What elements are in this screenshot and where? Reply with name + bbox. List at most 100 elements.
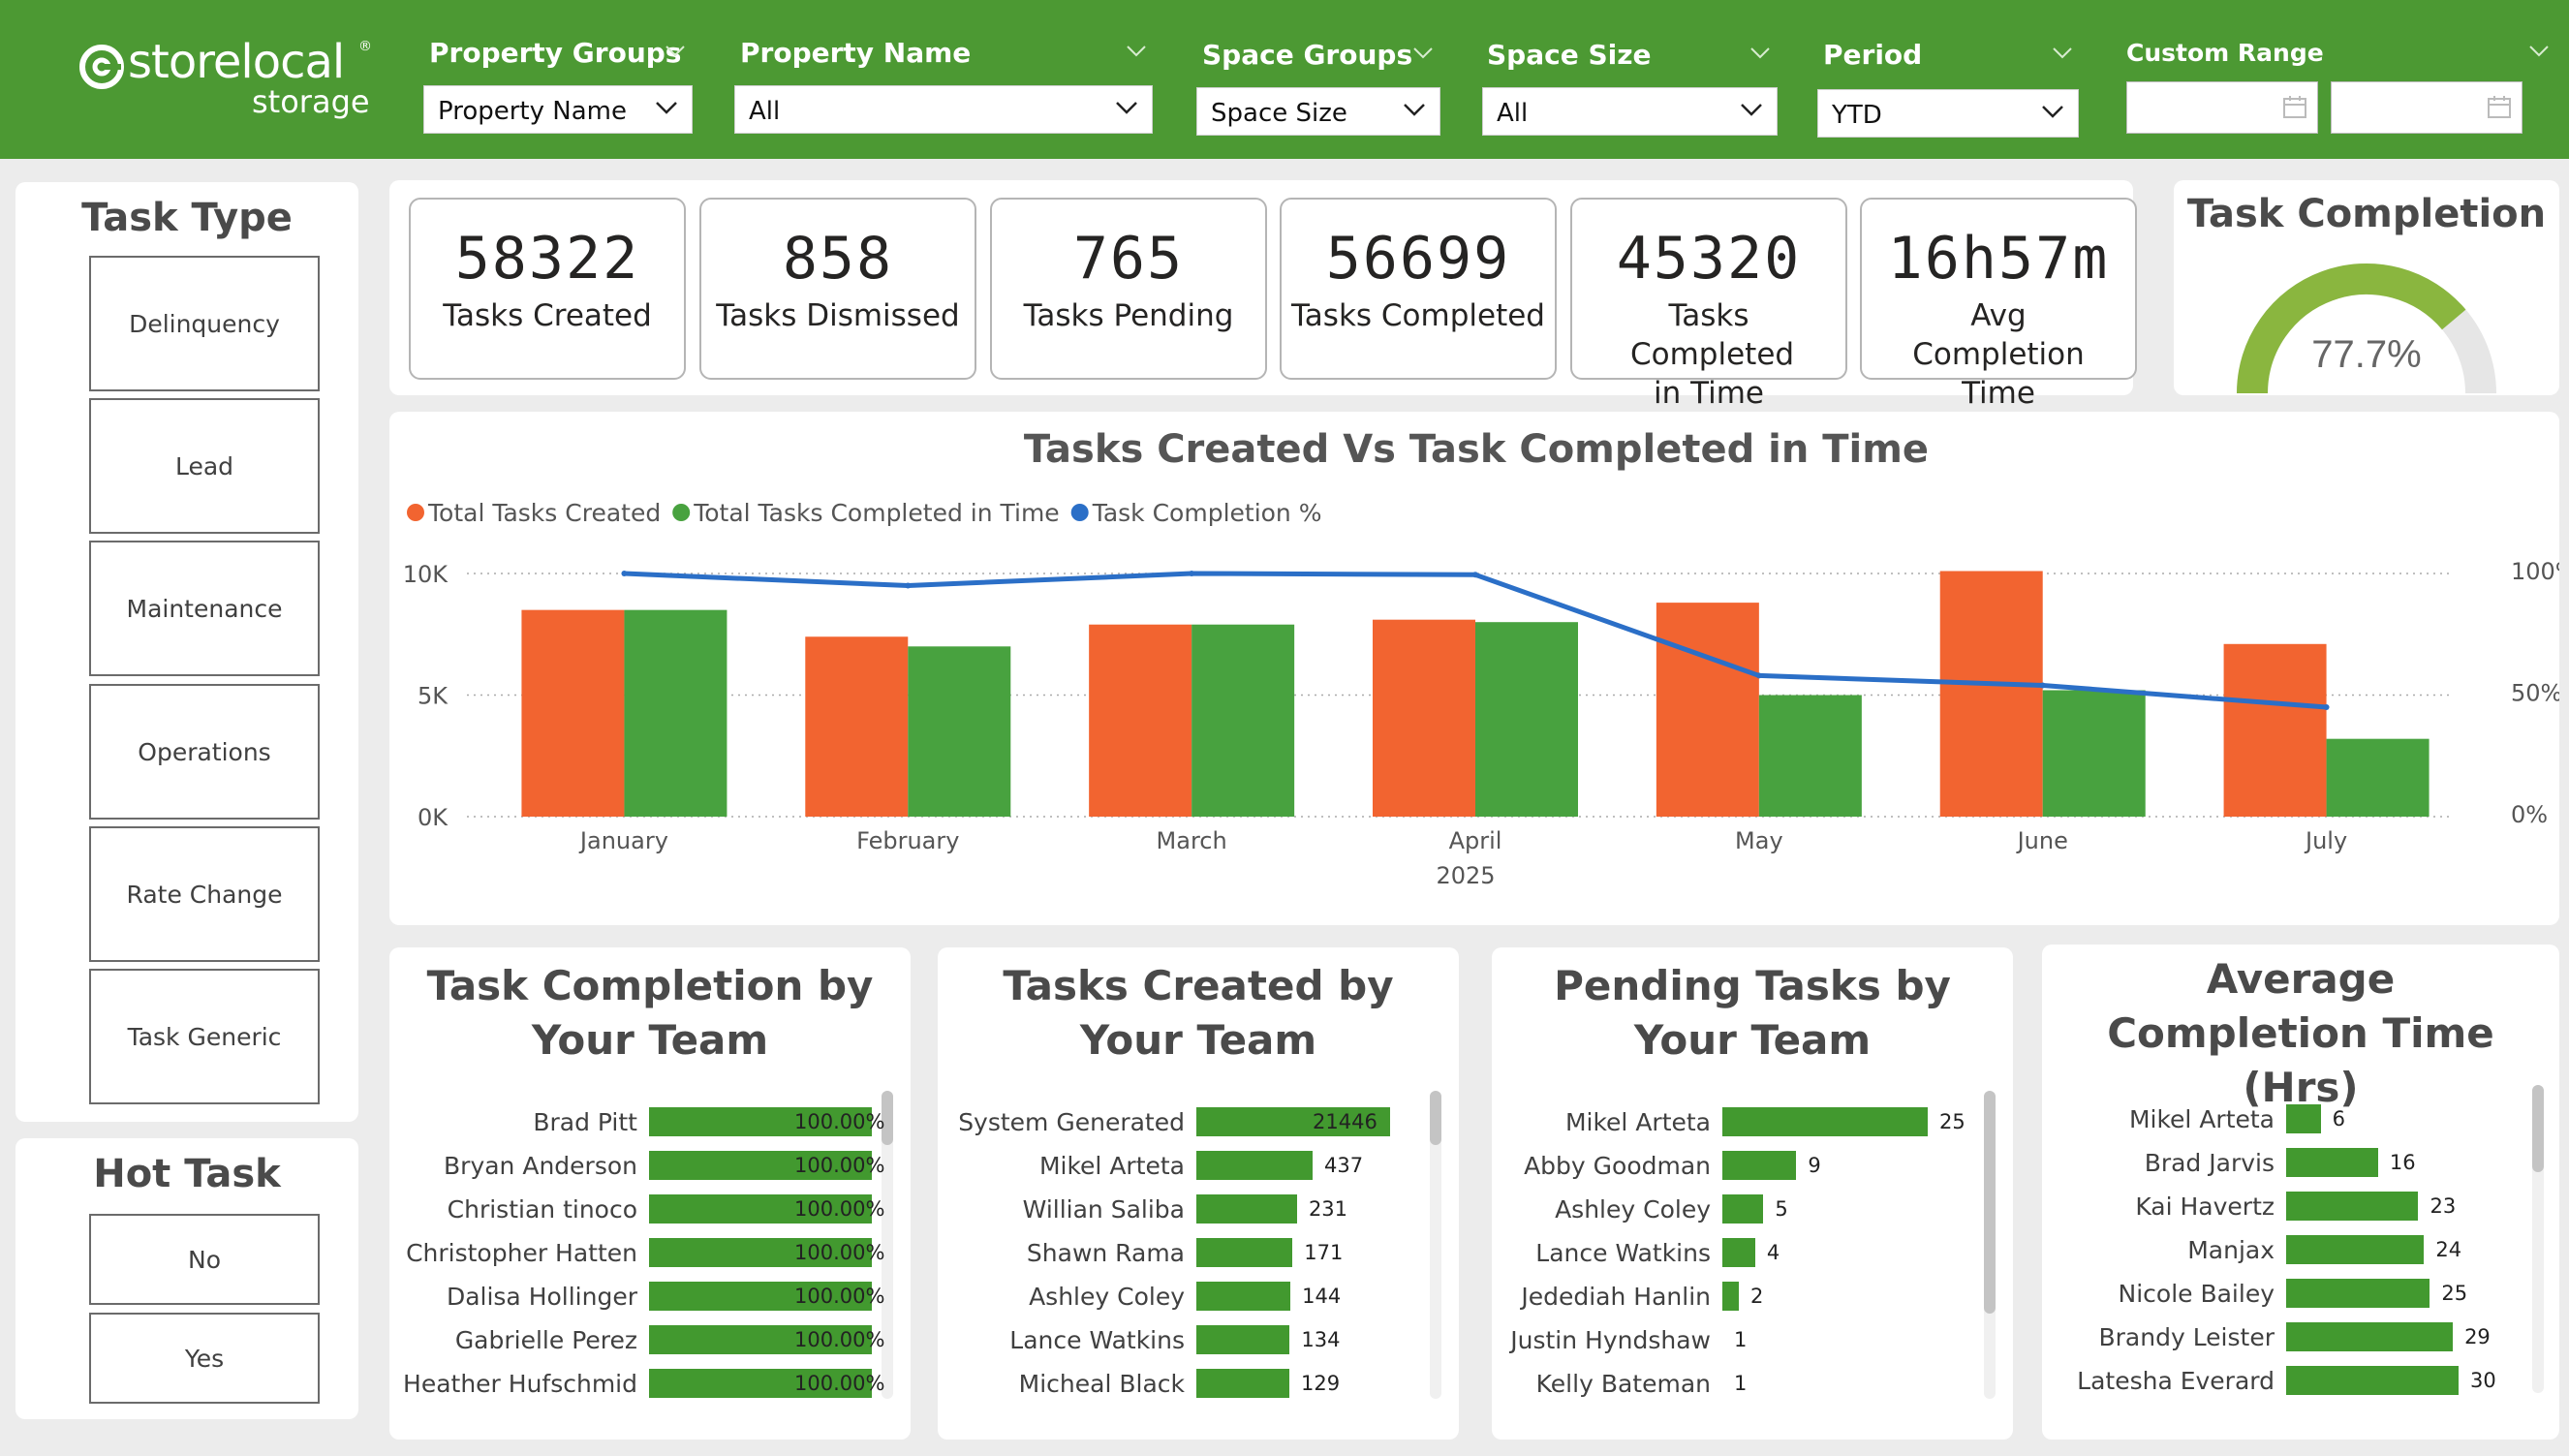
team-row-value: 100.00% bbox=[794, 1154, 885, 1177]
team-row-bar[interactable] bbox=[649, 1282, 872, 1311]
team-row-bar[interactable] bbox=[649, 1107, 872, 1136]
filter-space-size-value: All bbox=[1497, 99, 1529, 128]
chevron-down-icon[interactable] bbox=[1412, 46, 1434, 60]
task-type-lead[interactable]: Lead bbox=[89, 398, 320, 534]
scrollbar-thumb[interactable] bbox=[1430, 1091, 1441, 1145]
chevron-down-icon bbox=[2042, 106, 2063, 118]
task-completion-gauge-card: Task Completion 77.7% bbox=[2174, 180, 2559, 395]
team-row-value: 144 bbox=[1302, 1285, 1342, 1308]
x-tick-label: February bbox=[856, 827, 959, 854]
kpi-tasks-pending: 765 Tasks Pending bbox=[990, 198, 1267, 380]
team-row-bar[interactable] bbox=[2286, 1235, 2425, 1264]
chevron-down-icon[interactable] bbox=[665, 45, 686, 58]
task-type-title: Task Type bbox=[81, 196, 293, 240]
filter-period-value: YTD bbox=[1832, 101, 1882, 130]
team-row-value: 29 bbox=[2464, 1325, 2491, 1348]
filter-space-size-label: Space Size bbox=[1487, 39, 1652, 71]
brand-subname: storage bbox=[252, 83, 370, 120]
task-type-rate-change[interactable]: Rate Change bbox=[89, 826, 320, 962]
team-row-value: 100.00% bbox=[794, 1241, 885, 1264]
filter-header-bar: storelocal ® storage Property Groups Pro… bbox=[0, 0, 2569, 159]
team-completion-scrollbar[interactable] bbox=[882, 1091, 893, 1399]
kpi-label: Avg Completion Time bbox=[1912, 298, 2085, 411]
team-row-bar[interactable] bbox=[1196, 1282, 1291, 1311]
team-row-bar[interactable] bbox=[1722, 1238, 1755, 1267]
team-row-bar[interactable] bbox=[1196, 1325, 1290, 1354]
line-point bbox=[621, 571, 628, 576]
task-type-delinquency[interactable]: Delinquency bbox=[89, 256, 320, 391]
team-avg-time-scrollbar[interactable] bbox=[2532, 1085, 2544, 1393]
y-left-tick-label: 0K bbox=[418, 804, 449, 831]
chevron-down-icon[interactable] bbox=[1126, 45, 1147, 58]
team-row-value: 100.00% bbox=[794, 1110, 885, 1133]
task-type-operations[interactable]: Operations bbox=[89, 684, 320, 820]
calendar-icon[interactable] bbox=[2487, 95, 2512, 120]
team-row-name: Lance Watkins bbox=[1535, 1239, 1711, 1267]
custom-range-start-input[interactable] bbox=[2126, 81, 2318, 134]
gauge-value: 77.7% bbox=[2311, 333, 2422, 376]
calendar-icon[interactable] bbox=[2282, 95, 2307, 120]
task-type-task-generic[interactable]: Task Generic bbox=[89, 969, 320, 1104]
team-row-bar[interactable] bbox=[1196, 1194, 1297, 1224]
team-row-bar[interactable] bbox=[1722, 1282, 1739, 1311]
team-avg-time-title: Average Completion Time (Hrs) bbox=[2107, 955, 2494, 1111]
kpi-avg-completion-time: 16h57m Avg Completion Time bbox=[1860, 198, 2137, 411]
team-row-bar[interactable] bbox=[1722, 1194, 1764, 1224]
scrollbar-thumb[interactable] bbox=[882, 1091, 893, 1145]
filter-period-select[interactable]: YTD bbox=[1817, 89, 2079, 138]
chart-line bbox=[621, 571, 2330, 711]
y-left-tick-label: 5K bbox=[418, 683, 449, 710]
filter-property-name-select[interactable]: All bbox=[734, 85, 1153, 134]
filter-property-groups-select[interactable]: Property Name bbox=[423, 85, 693, 134]
task-type-maintenance[interactable]: Maintenance bbox=[89, 541, 320, 676]
team-row-name: Mikel Arteta bbox=[1038, 1152, 1185, 1180]
x-tick-label: May bbox=[1735, 827, 1783, 854]
kpi-tasks-dismissed: 858 Tasks Dismissed bbox=[699, 198, 976, 380]
team-row-bar[interactable] bbox=[649, 1325, 872, 1354]
bar-tasks-completed-in-time bbox=[2326, 738, 2430, 817]
team-row-bar[interactable] bbox=[2286, 1366, 2459, 1395]
custom-range-end-input[interactable] bbox=[2331, 81, 2523, 134]
team-row-bar[interactable] bbox=[1196, 1238, 1293, 1267]
kpi-value: 56699 bbox=[1325, 225, 1511, 293]
bar-tasks-created bbox=[2223, 643, 2327, 817]
kpi-tasks-created: 58322 Tasks Created bbox=[409, 198, 686, 380]
filter-space-groups-select[interactable]: Space Size bbox=[1196, 87, 1440, 136]
filter-space-size-select[interactable]: All bbox=[1482, 87, 1778, 136]
hot-task-yes[interactable]: Yes bbox=[89, 1313, 320, 1404]
team-row-bar[interactable] bbox=[1196, 1369, 1289, 1398]
scrollbar-thumb[interactable] bbox=[2532, 1085, 2544, 1172]
team-created-scrollbar[interactable] bbox=[1430, 1091, 1441, 1399]
team-row-bar[interactable] bbox=[2286, 1104, 2321, 1133]
x-tick-label: June bbox=[2016, 827, 2068, 854]
team-row-bar[interactable] bbox=[1722, 1107, 1928, 1136]
chevron-down-icon[interactable] bbox=[2052, 46, 2073, 60]
scrollbar-thumb[interactable] bbox=[1984, 1091, 1996, 1314]
team-row-bar[interactable] bbox=[2286, 1192, 2419, 1221]
team-row-bar[interactable] bbox=[649, 1369, 872, 1398]
chevron-down-icon[interactable] bbox=[2528, 45, 2550, 58]
hot-task-no[interactable]: No bbox=[89, 1214, 320, 1305]
team-pending-scrollbar[interactable] bbox=[1984, 1091, 1996, 1399]
team-row-name: Brandy Leister bbox=[2098, 1323, 2275, 1351]
team-row-bar[interactable] bbox=[1722, 1151, 1797, 1180]
team-row-bar[interactable] bbox=[2286, 1279, 2430, 1308]
team-row-bar[interactable] bbox=[649, 1151, 872, 1180]
team-avg-time-card: Average Completion Time (Hrs) Mikel Arte… bbox=[2042, 945, 2559, 1440]
chevron-down-icon[interactable] bbox=[1749, 46, 1771, 60]
storelocal-logo-mark-icon bbox=[79, 45, 124, 89]
legend-label: Task Completion % bbox=[1092, 499, 1322, 527]
team-row-bar[interactable] bbox=[1196, 1107, 1390, 1136]
team-row-value: 25 bbox=[2441, 1282, 2468, 1305]
team-row-value: 171 bbox=[1304, 1241, 1344, 1264]
team-row-value: 5 bbox=[1775, 1197, 1788, 1221]
team-row-bar[interactable] bbox=[649, 1194, 872, 1224]
legend-marker bbox=[1070, 504, 1089, 521]
team-row-value: 16 bbox=[2389, 1151, 2416, 1174]
team-row-value: 1 bbox=[1734, 1328, 1748, 1351]
team-row-bar[interactable] bbox=[2286, 1322, 2454, 1351]
team-row-bar[interactable] bbox=[2286, 1148, 2378, 1177]
task-type-slicer: Task Type Delinquency Lead Maintenance O… bbox=[15, 182, 358, 1122]
team-row-bar[interactable] bbox=[649, 1238, 872, 1267]
team-row-bar[interactable] bbox=[1196, 1151, 1313, 1180]
